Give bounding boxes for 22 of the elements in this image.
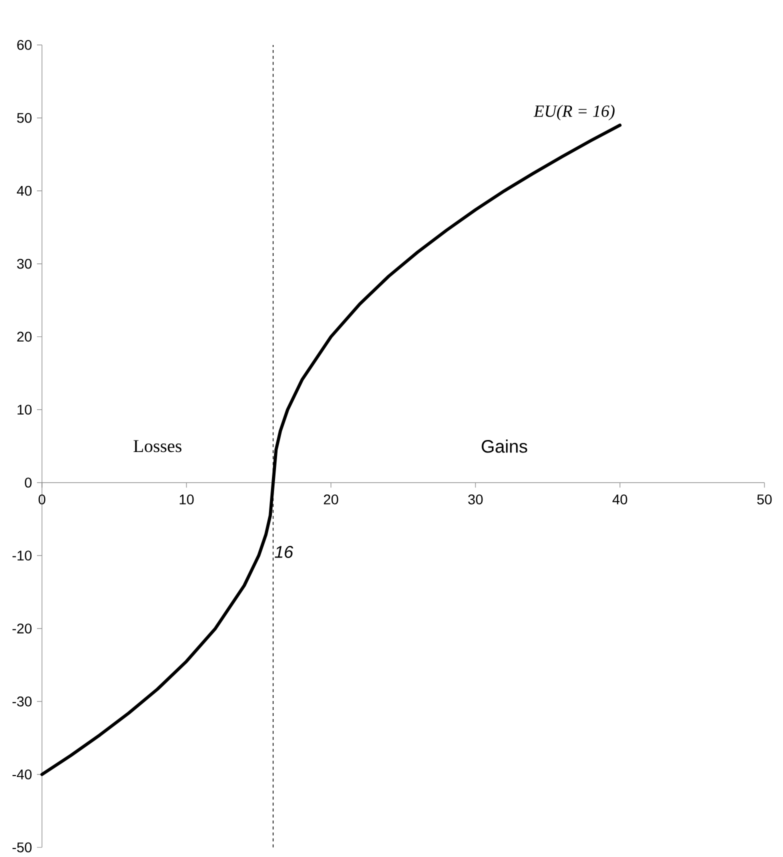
y-tick-label: 60 [17, 40, 32, 50]
annotation: Gains [482, 440, 527, 453]
ref-line-label: 16 [274, 546, 294, 558]
x-tick-label: 10 [180, 494, 194, 504]
y-tick-label: 30 [16, 258, 32, 269]
y-tick-label: 50 [16, 112, 32, 123]
y-tick-label: -10 [12, 550, 32, 561]
y-tick-label: 0 [24, 478, 32, 488]
annotation: Losses [133, 440, 182, 452]
y-tick-label: -20 [12, 624, 32, 634]
x-tick-label: 0 [38, 494, 46, 504]
y-tick-label: -50 [12, 842, 32, 852]
x-tick-label: 20 [324, 494, 338, 504]
y-tick-label: 10 [17, 404, 32, 415]
x-tick-label: 50 [757, 494, 772, 504]
y-tick-label: 20 [17, 332, 32, 342]
x-tick-label: 30 [468, 494, 482, 504]
y-tick-label: -30 [12, 696, 32, 706]
y-tick-label: -40 [12, 769, 32, 780]
x-tick-label: 40 [612, 494, 627, 504]
y-tick-label: 40 [16, 186, 32, 196]
series-label: EU(R = 16) [533, 104, 614, 120]
